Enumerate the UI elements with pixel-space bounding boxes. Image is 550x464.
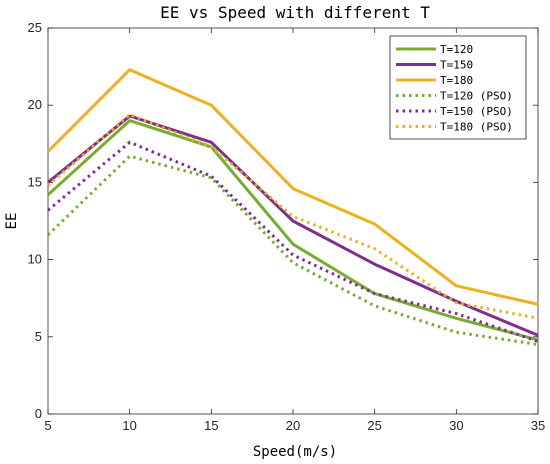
x-tick-label: 5: [44, 418, 51, 433]
x-axis-label: Speed(m/s): [253, 444, 337, 460]
y-tick-label: 20: [28, 97, 42, 112]
y-tick-label: 10: [28, 252, 42, 267]
legend-entry: T=120 (PSO): [440, 90, 513, 103]
legend-entry: T=120: [440, 43, 473, 56]
x-tick-label: 10: [122, 418, 136, 433]
series-line-t-180-pso-: [47, 112, 539, 320]
legend-box: [389, 35, 527, 140]
x-tick-label: 20: [286, 418, 300, 433]
chart-title: EE vs Speed with different T: [160, 3, 430, 22]
y-tick-label: 15: [28, 174, 42, 189]
x-tick-label: 30: [449, 418, 463, 433]
x-tick-label: 15: [204, 418, 218, 433]
x-tick-label: 35: [531, 418, 545, 433]
series-line-t-180: [46, 68, 539, 306]
x-tick-label: 25: [367, 418, 381, 433]
legend-entry: T=150: [440, 59, 473, 72]
y-tick-label: 5: [35, 329, 42, 344]
series-line-t-150-pso-: [47, 140, 539, 343]
y-tick-label: 0: [35, 406, 42, 421]
legend-entry: T=150 (PSO): [440, 105, 513, 118]
y-tick-label: 25: [28, 20, 42, 35]
legend-entry: T=180: [440, 74, 473, 87]
legend: T=120 T=150 T=180 T=120 (PSO) T=150 (PSO) T=1…: [389, 35, 527, 140]
series-line-t-120: [46, 119, 539, 342]
y-axis-label: EE: [4, 213, 20, 230]
legend-entry: T=180 (PSO): [440, 121, 513, 134]
